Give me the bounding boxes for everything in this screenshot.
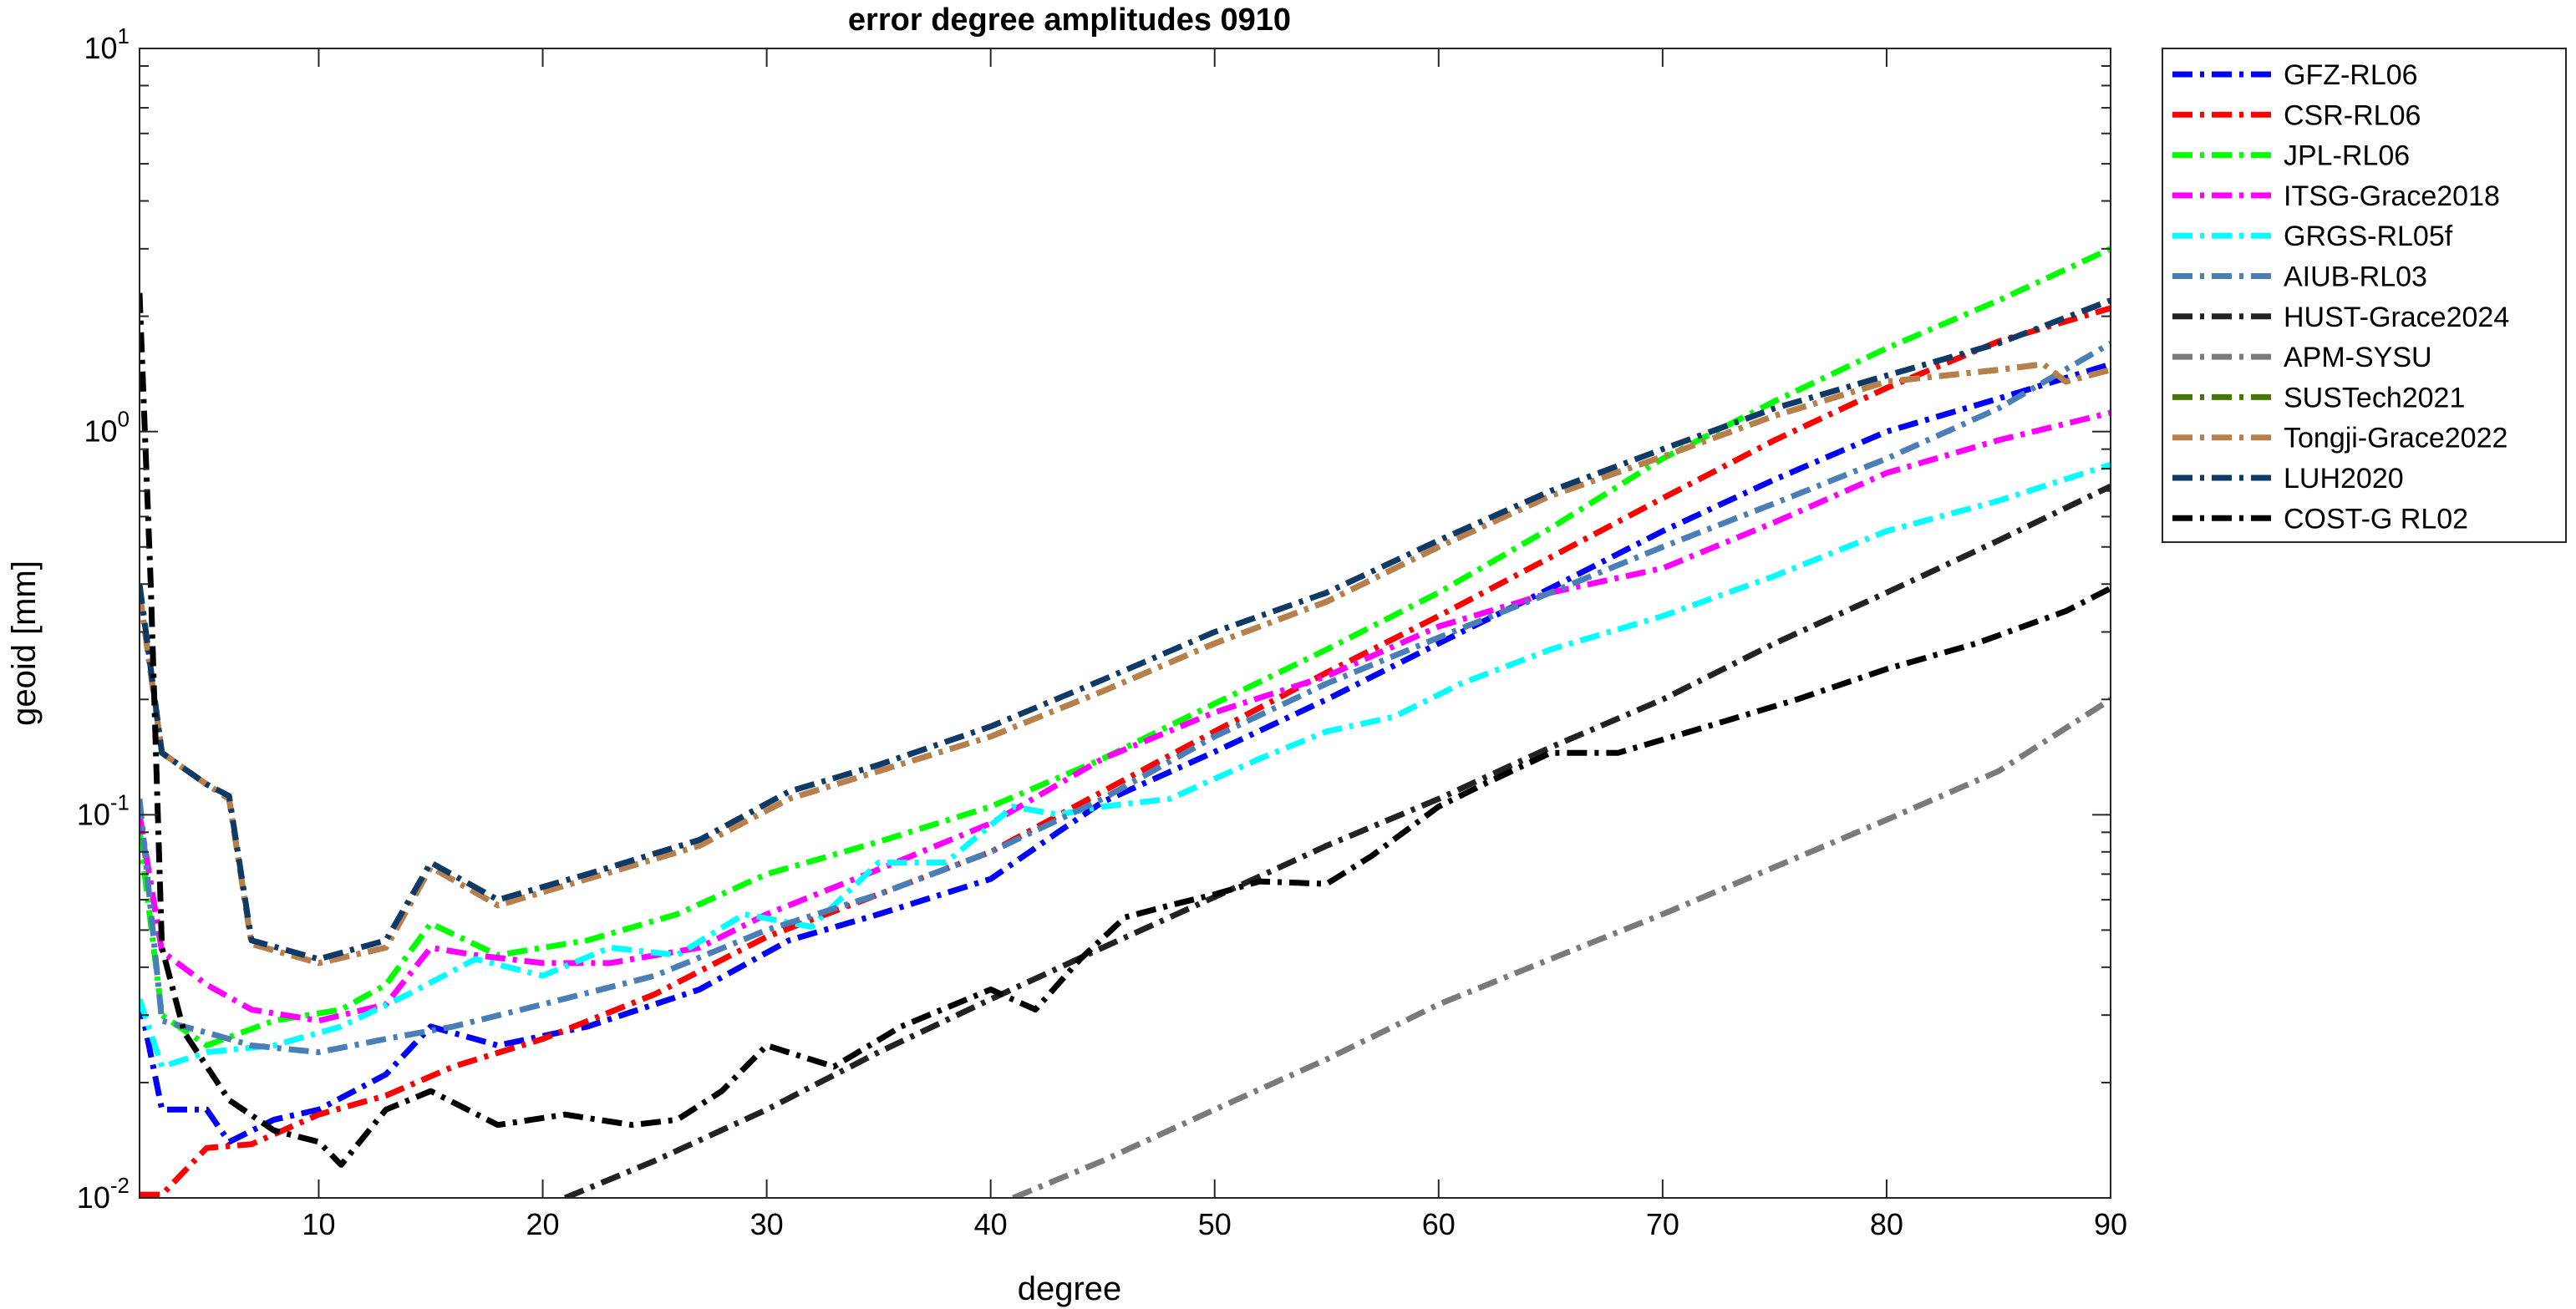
- legend-label-sustech2021: SUSTech2021: [2284, 382, 2465, 414]
- legend-label-tongji-grace2022: Tongji-Grace2022: [2284, 423, 2507, 454]
- x-tick-label: 30: [750, 1207, 784, 1241]
- plot-frame: [139, 48, 2111, 1199]
- chart-title: error degree amplitudes 0910: [848, 3, 1291, 38]
- series-line-apm-sysu: [1012, 697, 2111, 1198]
- series-line-luh2020: [140, 297, 2111, 962]
- legend: GFZ-RL06 CSR-RL06 JPL-RL06 ITSG-Grace2018 GR…: [2162, 48, 2567, 543]
- legend-label-luh2020: LUH2020: [2284, 463, 2404, 495]
- series-line-gfz-rl06: [140, 361, 2111, 1145]
- axes-overlay: [139, 48, 2111, 1199]
- legend-label-itsg-grace2018: ITSG-Grace2018: [2284, 180, 2500, 212]
- x-tick-label: 90: [2094, 1207, 2127, 1241]
- legend-label-csr-rl06: CSR-RL06: [2284, 99, 2421, 131]
- y-tick-label: 10-1: [77, 789, 130, 831]
- x-tick-label: 70: [1646, 1207, 1679, 1241]
- legend-label-jpl-rl06: JPL-RL06: [2284, 140, 2410, 172]
- legend-label-cost-g-rl02: COST-G RL02: [2284, 503, 2468, 535]
- series-line-cost-g-rl02: [140, 292, 2111, 1168]
- x-tick-label: 60: [1422, 1207, 1456, 1241]
- legend-label-aiub-rl03: AIUB-RL03: [2284, 261, 2427, 293]
- plot-axes: [140, 48, 2111, 1198]
- y-ticks: 10-2 10-1 100 101: [77, 23, 2111, 1215]
- y-tick-label: 100: [84, 407, 130, 449]
- y-tick-label: 101: [84, 23, 130, 65]
- y-axis-label: geoid [mm]: [6, 561, 43, 726]
- series-line-grgs-rl05f: [140, 461, 2111, 1070]
- x-tick-label: 20: [526, 1207, 559, 1241]
- x-tick-label: 10: [302, 1207, 335, 1241]
- legend-box: [2162, 48, 2567, 543]
- series-layer: [140, 246, 2111, 1198]
- series-line-jpl-rl06: [140, 246, 2111, 1048]
- x-axis-label: degree: [1018, 1271, 1122, 1307]
- legend-label-hust-grace2024: HUST-Grace2024: [2284, 302, 2509, 333]
- legend-label-grgs-rl05f: GRGS-RL05f: [2284, 221, 2453, 252]
- series-line-hust-grace2024: [563, 483, 2111, 1198]
- x-ticks: 10 20 30 40 50 60 70 80 90: [302, 48, 2127, 1241]
- series-line-itsg-grace2018: [140, 409, 2111, 1024]
- legend-label-gfz-rl06: GFZ-RL06: [2284, 59, 2418, 91]
- x-tick-label: 80: [1870, 1207, 1903, 1241]
- x-tick-label: 40: [974, 1207, 1008, 1241]
- y-tick-label: 10-2: [77, 1173, 130, 1215]
- series-line-tongji-grace2022: [140, 361, 2111, 967]
- plot-area: [140, 48, 2111, 1198]
- series-line-aiub-rl03: [140, 340, 2111, 1056]
- legend-label-apm-sysu: APM-SYSU: [2284, 342, 2432, 373]
- x-tick-label: 50: [1198, 1207, 1232, 1241]
